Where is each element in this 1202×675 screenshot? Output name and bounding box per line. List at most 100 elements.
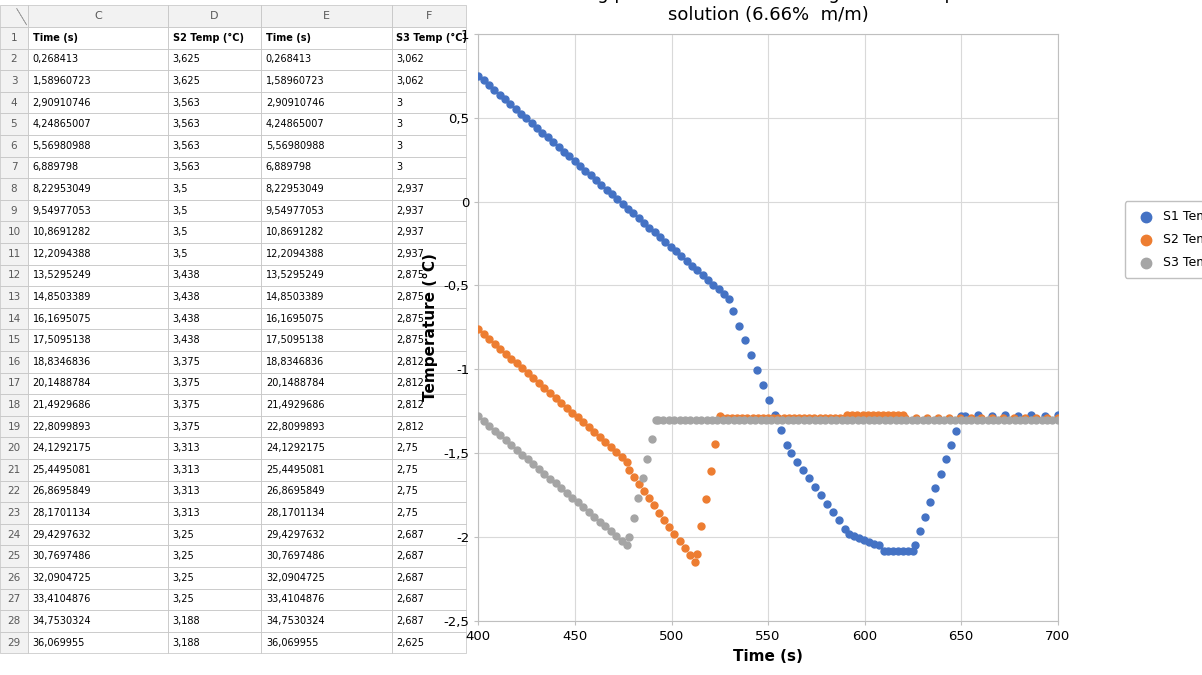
Text: 22: 22	[7, 487, 20, 496]
S1 Temp (°C)	[565, 156, 584, 167]
S2 Temp (°C)	[758, 412, 778, 423]
Text: E: E	[323, 11, 331, 21]
S2 Temp (°C)	[535, 383, 554, 394]
S1 Temp (°C)	[532, 128, 552, 138]
Text: 24,1292175: 24,1292175	[266, 443, 325, 453]
S1 Temp (°C)	[543, 137, 563, 148]
S1 Temp (°C)	[635, 217, 654, 228]
S1 Temp (°C)	[645, 227, 665, 238]
Text: 8: 8	[11, 184, 17, 194]
S3 Temp (°C)	[469, 411, 488, 422]
Bar	[392, 113, 466, 135]
Bar	[392, 459, 466, 481]
S3 Temp (°C)	[914, 414, 933, 425]
Bar	[261, 373, 392, 394]
Text: 2,687: 2,687	[397, 573, 424, 583]
Text: 17: 17	[7, 379, 20, 388]
Bar	[28, 49, 168, 70]
Text: 3,438: 3,438	[173, 271, 201, 280]
Bar	[392, 243, 466, 265]
S1 Temp (°C)	[936, 454, 956, 465]
Bar	[168, 589, 261, 610]
S3 Temp (°C)	[756, 414, 775, 425]
S2 Temp (°C)	[573, 417, 593, 428]
S1 Temp (°C)	[698, 275, 718, 286]
Text: 10,8691282: 10,8691282	[32, 227, 91, 237]
S2 Temp (°C)	[983, 412, 1002, 423]
Text: 4,24865007: 4,24865007	[32, 119, 91, 129]
S1 Temp (°C)	[772, 425, 791, 435]
S2 Temp (°C)	[784, 412, 803, 423]
Text: 3,5: 3,5	[173, 184, 188, 194]
Bar	[168, 610, 261, 632]
Text: 18: 18	[7, 400, 20, 410]
Text: 2,90910746: 2,90910746	[32, 98, 91, 107]
Bar	[0, 524, 28, 545]
S1 Temp (°C)	[946, 425, 965, 436]
Bar	[261, 351, 392, 373]
Text: 24,1292175: 24,1292175	[32, 443, 91, 453]
S2 Temp (°C)	[601, 441, 620, 452]
S1 Temp (°C)	[811, 490, 831, 501]
Text: 17,5095138: 17,5095138	[32, 335, 91, 345]
Text: 13,5295249: 13,5295249	[32, 271, 91, 280]
Text: 3,563: 3,563	[173, 163, 201, 172]
Text: 2,875: 2,875	[397, 292, 424, 302]
S2 Temp (°C)	[496, 348, 516, 359]
Text: 2,875: 2,875	[397, 271, 424, 280]
S1 Temp (°C)	[859, 536, 879, 547]
S3 Temp (°C)	[579, 507, 599, 518]
Text: 2,75: 2,75	[397, 508, 418, 518]
Text: 2,937: 2,937	[397, 227, 424, 237]
Bar	[28, 157, 168, 178]
Text: 29: 29	[7, 638, 20, 647]
Bar	[168, 437, 261, 459]
S2 Temp (°C)	[939, 412, 958, 423]
S1 Temp (°C)	[484, 84, 504, 95]
Text: 3,25: 3,25	[173, 530, 195, 539]
Text: 6,889798: 6,889798	[266, 163, 313, 172]
S3 Temp (°C)	[892, 414, 911, 425]
Bar	[261, 113, 392, 135]
S1 Temp (°C)	[730, 320, 749, 331]
S1 Temp (°C)	[549, 142, 569, 153]
Bar	[392, 394, 466, 416]
S1 Temp (°C)	[714, 289, 733, 300]
S2 Temp (°C)	[618, 456, 637, 467]
Text: 2,687: 2,687	[397, 616, 424, 626]
S3 Temp (°C)	[1033, 414, 1052, 425]
Bar	[28, 265, 168, 286]
Text: 16: 16	[7, 357, 20, 367]
S1 Temp (°C)	[893, 545, 912, 556]
Bar	[261, 329, 392, 351]
Text: 3,375: 3,375	[173, 379, 201, 388]
S1 Temp (°C)	[597, 184, 617, 195]
S1 Temp (°C)	[666, 246, 685, 256]
Bar	[168, 545, 261, 567]
S3 Temp (°C)	[1011, 414, 1030, 425]
S3 Temp (°C)	[968, 414, 987, 425]
Text: D: D	[210, 11, 219, 21]
Bar	[28, 27, 168, 49]
Bar	[392, 221, 466, 243]
S1 Temp (°C)	[618, 203, 637, 214]
S1 Temp (°C)	[864, 538, 883, 549]
Bar	[261, 416, 392, 437]
Text: S2 Temp (°C): S2 Temp (°C)	[173, 33, 244, 43]
S3 Temp (°C)	[1005, 414, 1024, 425]
S3 Temp (°C)	[686, 414, 706, 425]
Bar	[168, 286, 261, 308]
S3 Temp (°C)	[496, 435, 516, 446]
Text: 9: 9	[11, 206, 17, 215]
S3 Temp (°C)	[1037, 414, 1057, 425]
S3 Temp (°C)	[903, 414, 922, 425]
Bar	[168, 243, 261, 265]
Text: 30,7697486: 30,7697486	[32, 551, 91, 561]
S1 Temp (°C)	[639, 222, 659, 233]
S1 Temp (°C)	[926, 483, 945, 493]
Bar	[0, 416, 28, 437]
S3 Temp (°C)	[816, 414, 835, 425]
Text: 1,58960723: 1,58960723	[32, 76, 91, 86]
S3 Temp (°C)	[490, 430, 510, 441]
Bar	[261, 200, 392, 221]
